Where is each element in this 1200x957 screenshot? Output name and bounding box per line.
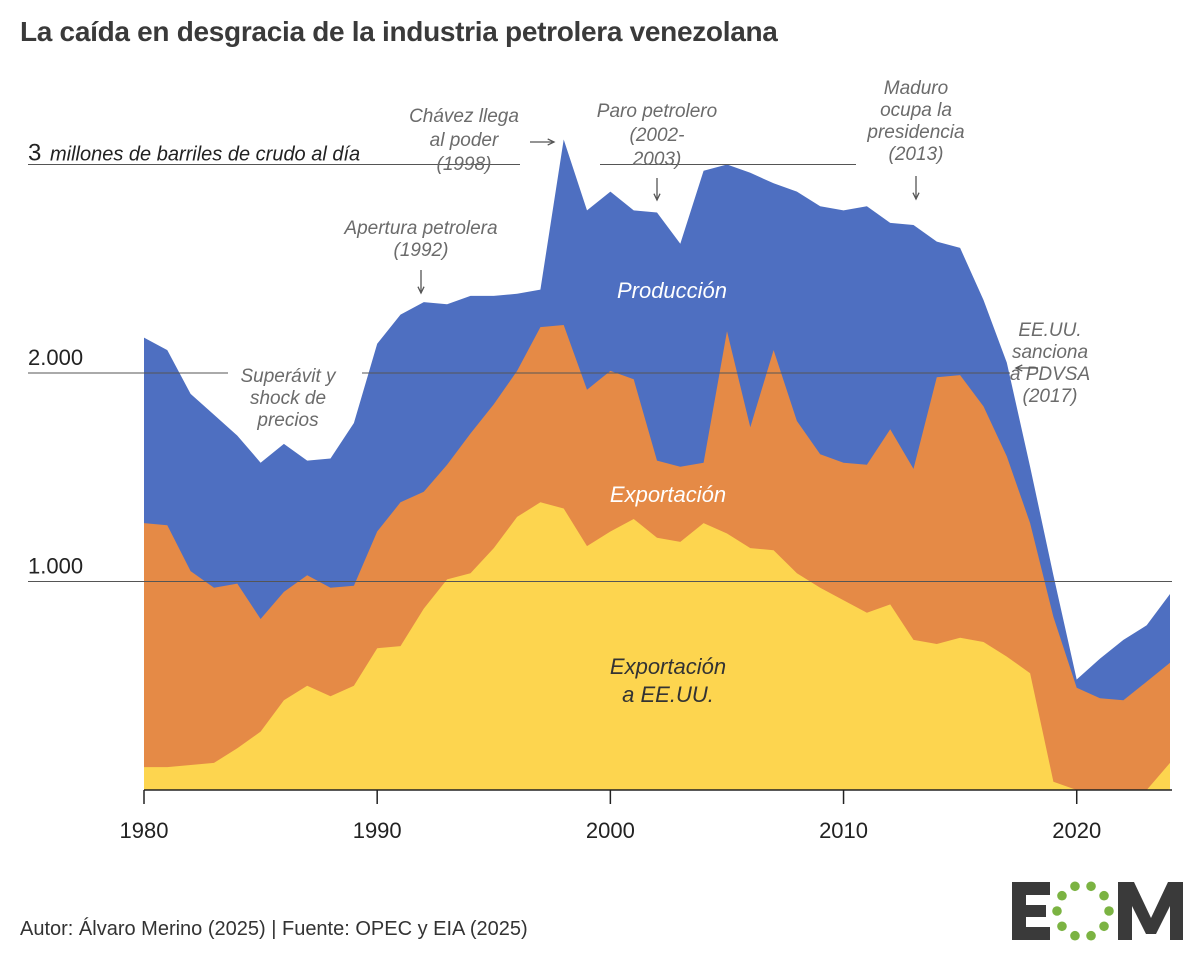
annotation-chavez-line3: (1998) xyxy=(437,154,492,175)
annotation-paro-line1: Paro petrolero xyxy=(597,101,717,122)
annotation-chavez-arrow-head xyxy=(547,138,556,146)
labels-group: 1980 1990 2000 2010 2020 1.000 2.000 3 millones … xyxy=(28,140,1101,844)
annotation-paro-arrow-head xyxy=(653,193,661,202)
areas-group xyxy=(144,139,1170,790)
y-tick-label-3000: 3 xyxy=(28,140,41,167)
logo-dot xyxy=(1099,890,1109,901)
area-exportacion-eeuu xyxy=(144,502,1170,790)
x-tick-label-2020: 2020 xyxy=(1052,818,1101,843)
annotation-apertura-arrow-head xyxy=(417,286,425,295)
eom-logo xyxy=(1012,881,1183,941)
source-footer: Autor: Álvaro Merino (2025) | Fuente: OP… xyxy=(20,918,528,940)
annotation-sanciones-line3: a PDVSA xyxy=(1010,364,1090,385)
x-tick-label-1990: 1990 xyxy=(353,818,402,843)
logo-dot xyxy=(1099,921,1109,932)
annotation-paro-line3: 2003) xyxy=(632,149,682,170)
logo-dot xyxy=(1086,930,1096,941)
logo-dot xyxy=(1052,906,1062,916)
logo-dot xyxy=(1070,930,1080,941)
annotation-superavit-line3: precios xyxy=(256,410,319,431)
annotation-chavez-line1: Chávez llega xyxy=(409,106,519,127)
logo-dot xyxy=(1070,881,1080,892)
annotation-sanciones-line1: EE.UU. xyxy=(1018,320,1081,341)
area-chart: 1980 1990 2000 2010 2020 1.000 2.000 3 millones … xyxy=(28,78,1172,844)
annotation-maduro-line2: ocupa la xyxy=(880,100,952,121)
x-tick-label-1980: 1980 xyxy=(120,818,169,843)
annotation-chavez-line2: al poder xyxy=(430,130,499,151)
series-label-exportacion-eeuu-line1: Exportación xyxy=(610,654,726,679)
y-tick-label-1000: 1.000 xyxy=(28,554,83,579)
annotation-sanciones-line2: sanciona xyxy=(1012,342,1088,363)
annotation-paro-line2: (2002- xyxy=(630,125,685,146)
annotation-superavit-line1: Superávit y xyxy=(240,366,337,387)
x-tick-label-2010: 2010 xyxy=(819,818,868,843)
annotation-maduro-line3: presidencia xyxy=(866,122,964,143)
logo-dot xyxy=(1057,890,1067,901)
logo-dot xyxy=(1057,921,1067,932)
annotation-apertura-line2: (1992) xyxy=(394,240,449,261)
y-tick-label-2000: 2.000 xyxy=(28,345,83,370)
annotation-apertura-line1: Apertura petrolera xyxy=(343,218,497,239)
series-label-exportacion-eeuu-line2: a EE.UU. xyxy=(622,682,714,707)
x-tick-label-2000: 2000 xyxy=(586,818,635,843)
logo-dot xyxy=(1086,881,1096,892)
annotation-sanciones-arrow-head xyxy=(1014,364,1023,372)
gridlines-group xyxy=(28,164,1172,804)
annotation-maduro-line1: Maduro xyxy=(884,78,948,99)
annotation-superavit-line2: shock de xyxy=(250,388,326,409)
series-label-exportacion: Exportación xyxy=(610,482,726,507)
annotation-maduro-arrow-head xyxy=(912,192,920,201)
logo-dot xyxy=(1104,906,1114,916)
y-axis-unit-label: millones de barriles de crudo al día xyxy=(50,144,360,166)
annotation-sanciones-line4: (2017) xyxy=(1023,386,1078,407)
annotation-maduro-line4: (2013) xyxy=(889,144,944,165)
series-label-produccion: Producción xyxy=(617,278,727,303)
chart-title: La caída en desgracia de la industria pe… xyxy=(20,16,778,47)
